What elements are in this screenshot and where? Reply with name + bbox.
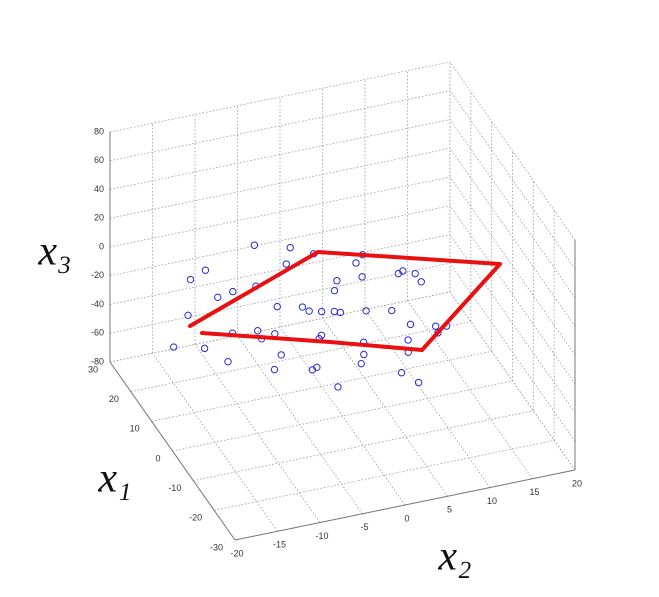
data-point	[404, 336, 412, 344]
data-point	[286, 243, 294, 252]
data-point	[298, 303, 307, 311]
z-tick-label: 40	[94, 184, 104, 194]
data-point	[417, 278, 425, 286]
axis-line	[234, 469, 576, 541]
data-point	[333, 277, 341, 285]
data-point	[330, 307, 339, 316]
axis-line	[109, 361, 236, 541]
grid-line	[449, 205, 576, 384]
x2-tick-label: 15	[529, 487, 539, 497]
x2-tick-label: -5	[360, 522, 368, 532]
grid-layer: -80 -60 -40 -20 0 20 40 60 80 -30 -20 -10 0 10 20 30 -20…	[88, 61, 582, 558]
point-layer	[169, 241, 451, 391]
data-point	[200, 344, 209, 353]
data-point	[186, 275, 195, 284]
x2-tick-label: -20	[230, 548, 243, 558]
z-tick-label: 60	[94, 155, 104, 165]
data-point	[330, 286, 339, 295]
grid-line	[449, 148, 576, 327]
z-axis-title: x₃	[37, 229, 71, 275]
data-point	[388, 306, 396, 315]
data-point	[169, 343, 178, 351]
grid-line	[194, 344, 321, 523]
data-point	[406, 320, 415, 329]
data-point	[431, 322, 440, 330]
x1-tick-label: 0	[155, 453, 160, 463]
grid-line	[449, 119, 576, 298]
grid-line	[449, 234, 576, 413]
z-tick-label: -80	[91, 356, 104, 366]
z-tick-label: 80	[94, 126, 104, 136]
data-point	[250, 241, 259, 249]
z-tick-label: 0	[99, 241, 104, 251]
grid-line	[322, 318, 448, 497]
data-point	[201, 266, 210, 274]
data-point	[214, 293, 222, 302]
data-point	[362, 307, 370, 315]
x1-tick-label: -30	[210, 542, 223, 552]
grid-line	[449, 61, 576, 241]
x1-tick-label: 30	[88, 364, 98, 374]
data-point	[308, 366, 317, 374]
data-point	[317, 307, 326, 316]
z-tick-label: -40	[91, 299, 104, 309]
grid-line	[449, 176, 576, 356]
data-point	[334, 383, 342, 391]
x1-axis-title: x₁	[97, 456, 131, 502]
data-point	[357, 359, 365, 368]
data-point	[253, 327, 262, 335]
data-point	[358, 273, 366, 281]
x2-tick-label: 20	[572, 478, 582, 488]
x1-tick-label: -10	[168, 483, 181, 493]
data-point	[282, 260, 290, 268]
data-point	[184, 311, 192, 320]
data-point	[360, 350, 368, 359]
x1-tick-label: 20	[109, 394, 119, 404]
data-point	[411, 269, 419, 278]
data-point	[305, 307, 313, 315]
data-point	[273, 302, 281, 311]
x1-tick-label: -20	[189, 513, 202, 523]
data-point	[277, 351, 285, 359]
z-tick-label: -60	[91, 328, 104, 338]
data-point	[270, 365, 279, 374]
grid-line	[449, 263, 576, 442]
data-point	[397, 369, 406, 377]
x2-axis-title: x₂	[437, 534, 471, 580]
data-point	[399, 267, 407, 275]
data-point	[352, 259, 360, 267]
grid-line	[279, 326, 406, 506]
data-point	[224, 358, 232, 366]
x2-tick-label: -15	[273, 540, 286, 550]
data-point	[414, 378, 423, 387]
x2-tick-label: -10	[315, 531, 328, 541]
data-point	[229, 287, 237, 296]
x2-tick-label: 10	[487, 496, 497, 506]
data-point	[317, 331, 326, 339]
x1-tick-label: 10	[130, 424, 140, 434]
grid-line	[449, 291, 576, 471]
x2-tick-label: 0	[404, 513, 409, 523]
z-tick-label: 20	[94, 213, 104, 223]
grid-line	[407, 300, 533, 479]
plane-outline	[188, 250, 502, 352]
x2-tick-label: 5	[447, 505, 452, 515]
z-tick-label: -20	[91, 270, 104, 280]
grid-line	[449, 90, 576, 269]
